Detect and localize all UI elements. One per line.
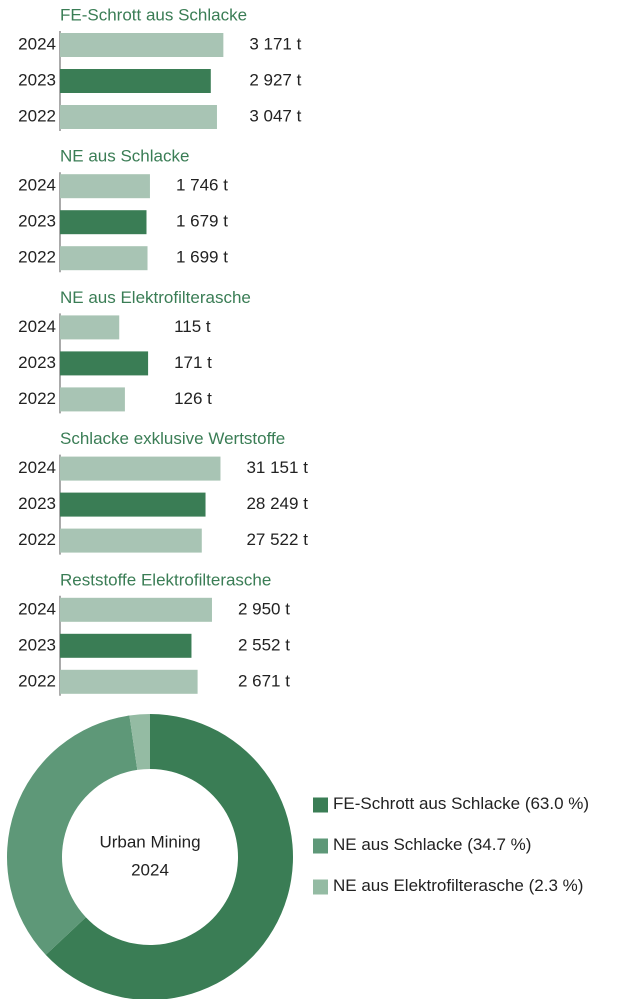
- group-title: FE-Schrott aus Schlacke: [60, 5, 247, 24]
- legend-name: NE aus Elektrofilterasche: [333, 876, 524, 895]
- legend-value: (63.0 %): [525, 794, 589, 813]
- bar: [60, 105, 217, 129]
- legend-label: FE-Schrott aus Schlacke (63.0 %): [333, 794, 589, 813]
- year-label: 2024: [18, 599, 56, 618]
- value-label: 1 699 t: [176, 248, 228, 267]
- year-label: 2022: [18, 389, 56, 408]
- value-label: 1 679 t: [176, 212, 228, 231]
- value-label: 3 171 t: [249, 34, 301, 53]
- year-label: 2023: [18, 494, 56, 513]
- donut-slice: [129, 714, 150, 770]
- legend-name: FE-Schrott aus Schlacke: [333, 794, 520, 813]
- bar: [60, 597, 212, 622]
- donut-slice: [45, 714, 293, 999]
- value-label: 2 671 t: [238, 671, 290, 690]
- legend-value: (2.3 %): [529, 876, 584, 895]
- bar: [60, 174, 150, 199]
- bar: [60, 351, 149, 376]
- year-label: 2023: [18, 635, 56, 654]
- bar: [60, 210, 147, 235]
- value-label: 126 t: [174, 389, 212, 408]
- value-label: 115 t: [174, 317, 211, 336]
- bar: [60, 456, 221, 481]
- year-label: 2023: [18, 212, 56, 231]
- value-label: 28 249 t: [246, 494, 308, 513]
- year-label: 2022: [18, 671, 56, 690]
- legend-swatch: [313, 879, 328, 895]
- bar: [60, 246, 148, 271]
- bar: [60, 387, 125, 412]
- center-title: Urban Mining: [99, 832, 200, 851]
- group-title: NE aus Elektrofilterasche: [60, 288, 251, 307]
- value-label: 171 t: [174, 353, 212, 372]
- year-label: 2022: [18, 248, 56, 267]
- legend-value: (34.7 %): [467, 835, 531, 854]
- legend-label: NE aus Elektrofilterasche (2.3 %): [333, 876, 583, 895]
- year-label: 2024: [18, 317, 56, 336]
- group-title: Reststoffe Elektrofilterasche: [60, 570, 271, 589]
- legend-swatch: [313, 838, 328, 854]
- bar: [60, 33, 224, 57]
- bar: [60, 633, 192, 658]
- bar: [60, 528, 202, 553]
- year-label: 2024: [18, 176, 56, 195]
- year-label: 2024: [18, 458, 56, 477]
- value-label: 2 950 t: [238, 599, 290, 618]
- value-label: 3 047 t: [249, 106, 301, 125]
- bar: [60, 492, 206, 517]
- legend-swatch: [313, 797, 328, 813]
- group-title: Schlacke exklusive Wertstoffe: [60, 429, 285, 448]
- year-label: 2023: [18, 70, 56, 89]
- center-subtitle: 2024: [131, 860, 169, 879]
- bar: [60, 669, 198, 694]
- value-label: 31 151 t: [246, 458, 308, 477]
- bar: [60, 315, 120, 340]
- value-label: 2 927 t: [249, 70, 301, 89]
- value-label: 27 522 t: [246, 530, 308, 549]
- donut-slice: [6, 715, 138, 955]
- year-label: 2022: [18, 106, 56, 125]
- legend-name: NE aus Schlacke: [333, 835, 462, 854]
- value-label: 1 746 t: [176, 176, 228, 195]
- year-label: 2023: [18, 353, 56, 372]
- bar: [60, 69, 211, 93]
- legend-label: NE aus Schlacke (34.7 %): [333, 835, 531, 854]
- group-title: NE aus Schlacke: [60, 147, 189, 166]
- year-label: 2024: [18, 34, 56, 53]
- value-label: 2 552 t: [238, 635, 290, 654]
- year-label: 2022: [18, 530, 56, 549]
